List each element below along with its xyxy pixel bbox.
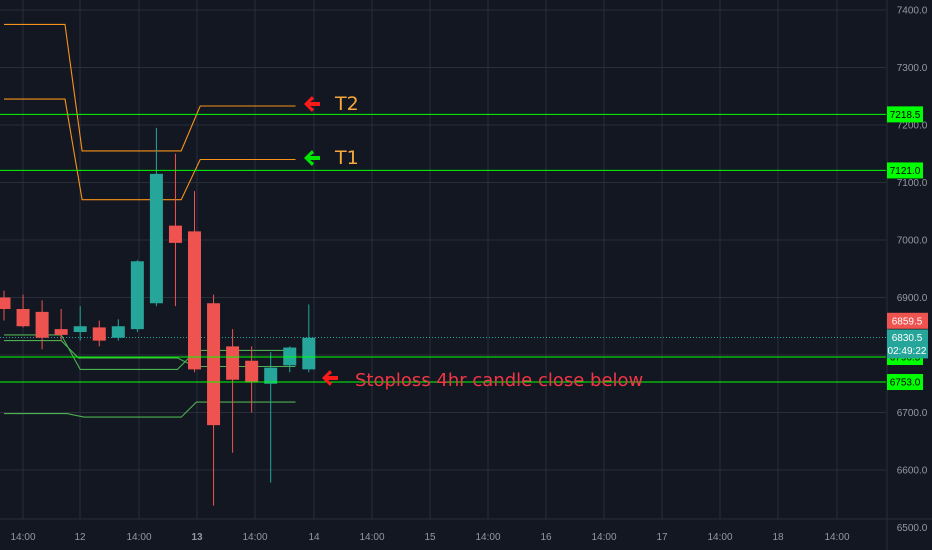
price-tick-label: 7300.0 — [897, 63, 928, 74]
price-tick-label: 7400.0 — [897, 6, 928, 17]
price-tick-label: 6900.0 — [897, 293, 928, 304]
price-tag — [887, 329, 928, 346]
t1-arrow-icon — [304, 150, 320, 166]
candle — [149, 127, 163, 307]
t1-label: T1 — [334, 147, 359, 169]
time-tick-label: 15 — [424, 532, 436, 543]
price-tag-label: 02:49:22 — [888, 346, 927, 357]
candle-body — [245, 360, 259, 383]
candle — [188, 191, 201, 373]
time-tick-label: 14:00 — [242, 532, 267, 543]
candle — [168, 153, 182, 307]
candle — [16, 294, 30, 328]
time-tick-label: 14 — [308, 532, 320, 543]
candle-body — [54, 329, 68, 335]
price-tick-label: 6700.0 — [897, 408, 928, 419]
price-tick-label: 7000.0 — [897, 236, 928, 247]
price-axis[interactable]: 6500.06600.06700.06800.06900.07000.07100… — [886, 0, 932, 550]
candle-body — [168, 225, 182, 243]
level-tag — [887, 162, 923, 179]
time-tick-label: 16 — [540, 532, 552, 543]
candle — [207, 294, 221, 506]
candle — [226, 329, 240, 453]
price-tick-label: 7100.0 — [897, 178, 928, 189]
candles — [0, 127, 316, 506]
candle — [130, 260, 144, 332]
candle — [283, 346, 297, 373]
candle-body — [149, 173, 163, 304]
candle — [92, 320, 106, 347]
candle-body — [264, 367, 278, 384]
price-tag — [887, 312, 928, 329]
time-tick-label: 14:00 — [10, 532, 35, 543]
time-tick-label: 13 — [191, 532, 203, 543]
time-tick-label: 14:00 — [475, 532, 500, 543]
candle-body — [0, 297, 11, 309]
stoploss-label: Stoploss 4hr candle close below — [355, 370, 643, 391]
level-tag-label: 7218.5 — [890, 110, 921, 121]
candle-body — [16, 309, 30, 327]
price-axis-background — [887, 0, 932, 550]
time-axis-background — [0, 519, 886, 550]
t2-arrow-icon — [304, 96, 320, 112]
price-tick-label: 6600.0 — [897, 466, 928, 477]
orange-lower-line — [4, 98, 296, 201]
time-tick-label: 14:00 — [359, 532, 384, 543]
price-tick-label: 6500.0 — [897, 523, 928, 534]
time-tick-label: 18 — [772, 532, 784, 543]
level-tag — [887, 374, 923, 391]
candle-body — [302, 337, 316, 370]
level-tag-label: 6753.0 — [890, 378, 921, 389]
candle-body — [92, 327, 106, 341]
time-tick-label: 14:00 — [824, 532, 849, 543]
candle — [54, 309, 68, 341]
candle-body — [130, 261, 144, 330]
price-tag-label: 6859.5 — [892, 316, 923, 327]
price-tag-label: 6830.5 — [892, 333, 923, 344]
price-tag — [887, 342, 928, 359]
time-tick-label: 14:00 — [591, 532, 616, 543]
candle — [302, 304, 316, 373]
price-tick-label: 7200.0 — [897, 121, 928, 132]
candle — [35, 300, 49, 350]
t2-label: T2 — [334, 93, 359, 115]
time-tick-label: 14:00 — [707, 532, 732, 543]
grid-lines — [0, 0, 886, 528]
candle-body — [207, 303, 221, 426]
time-tick-label: 17 — [656, 532, 668, 543]
candle — [111, 319, 125, 341]
level-tag — [887, 106, 923, 123]
level-tag-label: 7121.0 — [890, 166, 921, 177]
time-tick-label: 12 — [74, 532, 86, 543]
candle — [73, 306, 87, 341]
candle-body — [283, 347, 297, 366]
level-lines — [0, 113, 886, 383]
candle-body — [188, 231, 201, 370]
candle — [264, 352, 278, 483]
time-tick-label: 14:00 — [126, 532, 151, 543]
candle-body — [35, 311, 49, 338]
orange-upper-line — [4, 23, 296, 152]
candle-body — [111, 326, 125, 338]
indicator-lines — [0, 23, 886, 418]
annotations: T2 T1 Stoploss 4hr candle close below — [304, 93, 643, 391]
candle-body — [73, 326, 87, 332]
candle-body — [226, 346, 240, 380]
candle — [0, 290, 11, 321]
time-axis[interactable]: 14:00 12 14:00 13 14:00 14 14:00 15 14:00 16 14:00… — [0, 518, 932, 550]
stoploss-arrow-icon — [322, 370, 338, 386]
